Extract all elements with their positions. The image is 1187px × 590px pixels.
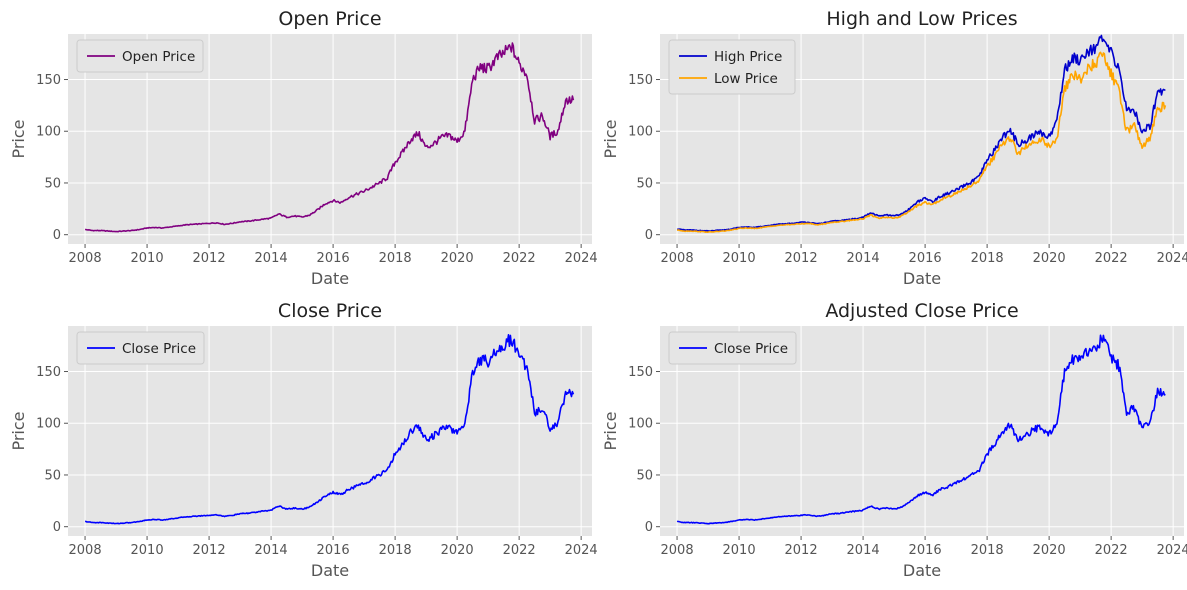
y-tick-label: 50: [44, 468, 61, 483]
x-tick-label: 2012: [193, 251, 226, 266]
y-axis-label: Price: [9, 119, 28, 158]
legend-entry: Close Price: [714, 341, 788, 357]
legend-box: [76, 39, 204, 73]
x-tick-label: 2010: [723, 543, 756, 558]
series-line-high: [677, 34, 1166, 232]
x-tick-label: 2010: [131, 543, 164, 558]
y-tick-label: 50: [44, 176, 61, 191]
y-tick-label: 100: [36, 125, 61, 140]
legend: Close Price: [76, 331, 205, 365]
x-tick-label: 2014: [847, 251, 880, 266]
y-tick-label: 50: [636, 468, 653, 483]
x-tick-label: 2008: [69, 543, 102, 558]
x-tick-label: 2008: [661, 251, 694, 266]
x-tick-label: 2016: [317, 251, 350, 266]
y-tick-label: 150: [628, 73, 653, 88]
x-tick-label: 2012: [785, 543, 818, 558]
chart-title: Adjusted Close Price: [825, 300, 1018, 322]
x-tick-label: 2024: [565, 251, 598, 266]
x-tick-label: 2018: [379, 251, 412, 266]
x-tick-label: 2022: [503, 251, 536, 266]
y-tick-label: 0: [645, 228, 653, 243]
chart-panel-2: 2008 2010 2012 2014 2016 2018 2020 2022 2024 0 50 1…: [601, 8, 1187, 288]
y-axis-label: Price: [601, 411, 620, 450]
y-tick-label: 100: [628, 417, 653, 432]
legend-entry: Close Price: [122, 341, 196, 357]
y-axis-label: Price: [9, 411, 28, 450]
legend-box: [76, 331, 205, 365]
x-tick-label: 2022: [503, 543, 536, 558]
x-tick-label: 2020: [1033, 543, 1066, 558]
y-tick-label: 100: [628, 125, 653, 140]
x-tick-label: 2016: [317, 543, 350, 558]
chart-panel-1: 2008 2010 2012 2014 2016 2018 2020 2022 2024 0 50 1…: [9, 8, 598, 288]
x-tick-label: 2020: [441, 543, 474, 558]
x-tick-label: 2016: [909, 543, 942, 558]
y-tick-label: 150: [628, 365, 653, 380]
series-line-close: [84, 334, 575, 525]
x-tick-label: 2014: [847, 543, 880, 558]
y-axis-label: Price: [601, 119, 620, 158]
x-tick-label: 2010: [131, 251, 164, 266]
chart-panel-3: 2008 2010 2012 2014 2016 2018 2020 2022 2024 0 50 1…: [9, 300, 598, 580]
series-line-adjclose: [676, 334, 1166, 525]
x-tick-label: 2020: [1033, 251, 1066, 266]
legend-box: [668, 331, 797, 365]
legend: Open Price: [76, 39, 204, 73]
y-tick-label: 150: [36, 365, 61, 380]
x-tick-label: 2012: [193, 543, 226, 558]
x-tick-label: 2022: [1095, 251, 1128, 266]
y-tick-label: 50: [636, 176, 653, 191]
legend-entry: Open Price: [122, 49, 195, 65]
y-tick-label: 0: [53, 228, 61, 243]
chart-title: Open Price: [278, 8, 381, 30]
legend-entry: Low Price: [714, 71, 778, 87]
y-tick-label: 0: [645, 520, 653, 535]
legend-entry: High Price: [714, 49, 782, 65]
legend-box: [668, 39, 796, 95]
series-line-open: [84, 42, 575, 233]
chart-title: Close Price: [278, 300, 382, 322]
legend: High Price Low Price: [668, 39, 796, 95]
x-tick-label: 2016: [909, 251, 942, 266]
x-tick-label: 2008: [661, 543, 694, 558]
legend: Close Price: [668, 331, 797, 365]
y-tick-label: 0: [53, 520, 61, 535]
x-axis-label: Date: [903, 561, 941, 580]
x-tick-label: 2014: [255, 543, 288, 558]
series-line-low: [677, 51, 1167, 233]
x-tick-label: 2008: [69, 251, 102, 266]
x-tick-label: 2024: [1157, 251, 1187, 266]
chart-title: High and Low Prices: [826, 8, 1017, 30]
x-tick-label: 2024: [1157, 543, 1187, 558]
x-tick-label: 2012: [785, 251, 818, 266]
x-tick-label: 2020: [441, 251, 474, 266]
y-tick-label: 150: [36, 73, 61, 88]
x-axis-label: Date: [311, 561, 349, 580]
y-tick-label: 100: [36, 417, 61, 432]
x-tick-label: 2022: [1095, 543, 1128, 558]
x-tick-label: 2010: [723, 251, 756, 266]
x-axis-label: Date: [311, 269, 349, 288]
x-tick-label: 2018: [971, 543, 1004, 558]
chart-panel-4: 2008 2010 2012 2014 2016 2018 2020 2022 2024 0 50 1…: [601, 300, 1187, 580]
x-tick-label: 2014: [255, 251, 288, 266]
x-tick-label: 2018: [971, 251, 1004, 266]
x-tick-label: 2024: [565, 543, 598, 558]
x-axis-label: Date: [903, 269, 941, 288]
x-tick-label: 2018: [379, 543, 412, 558]
